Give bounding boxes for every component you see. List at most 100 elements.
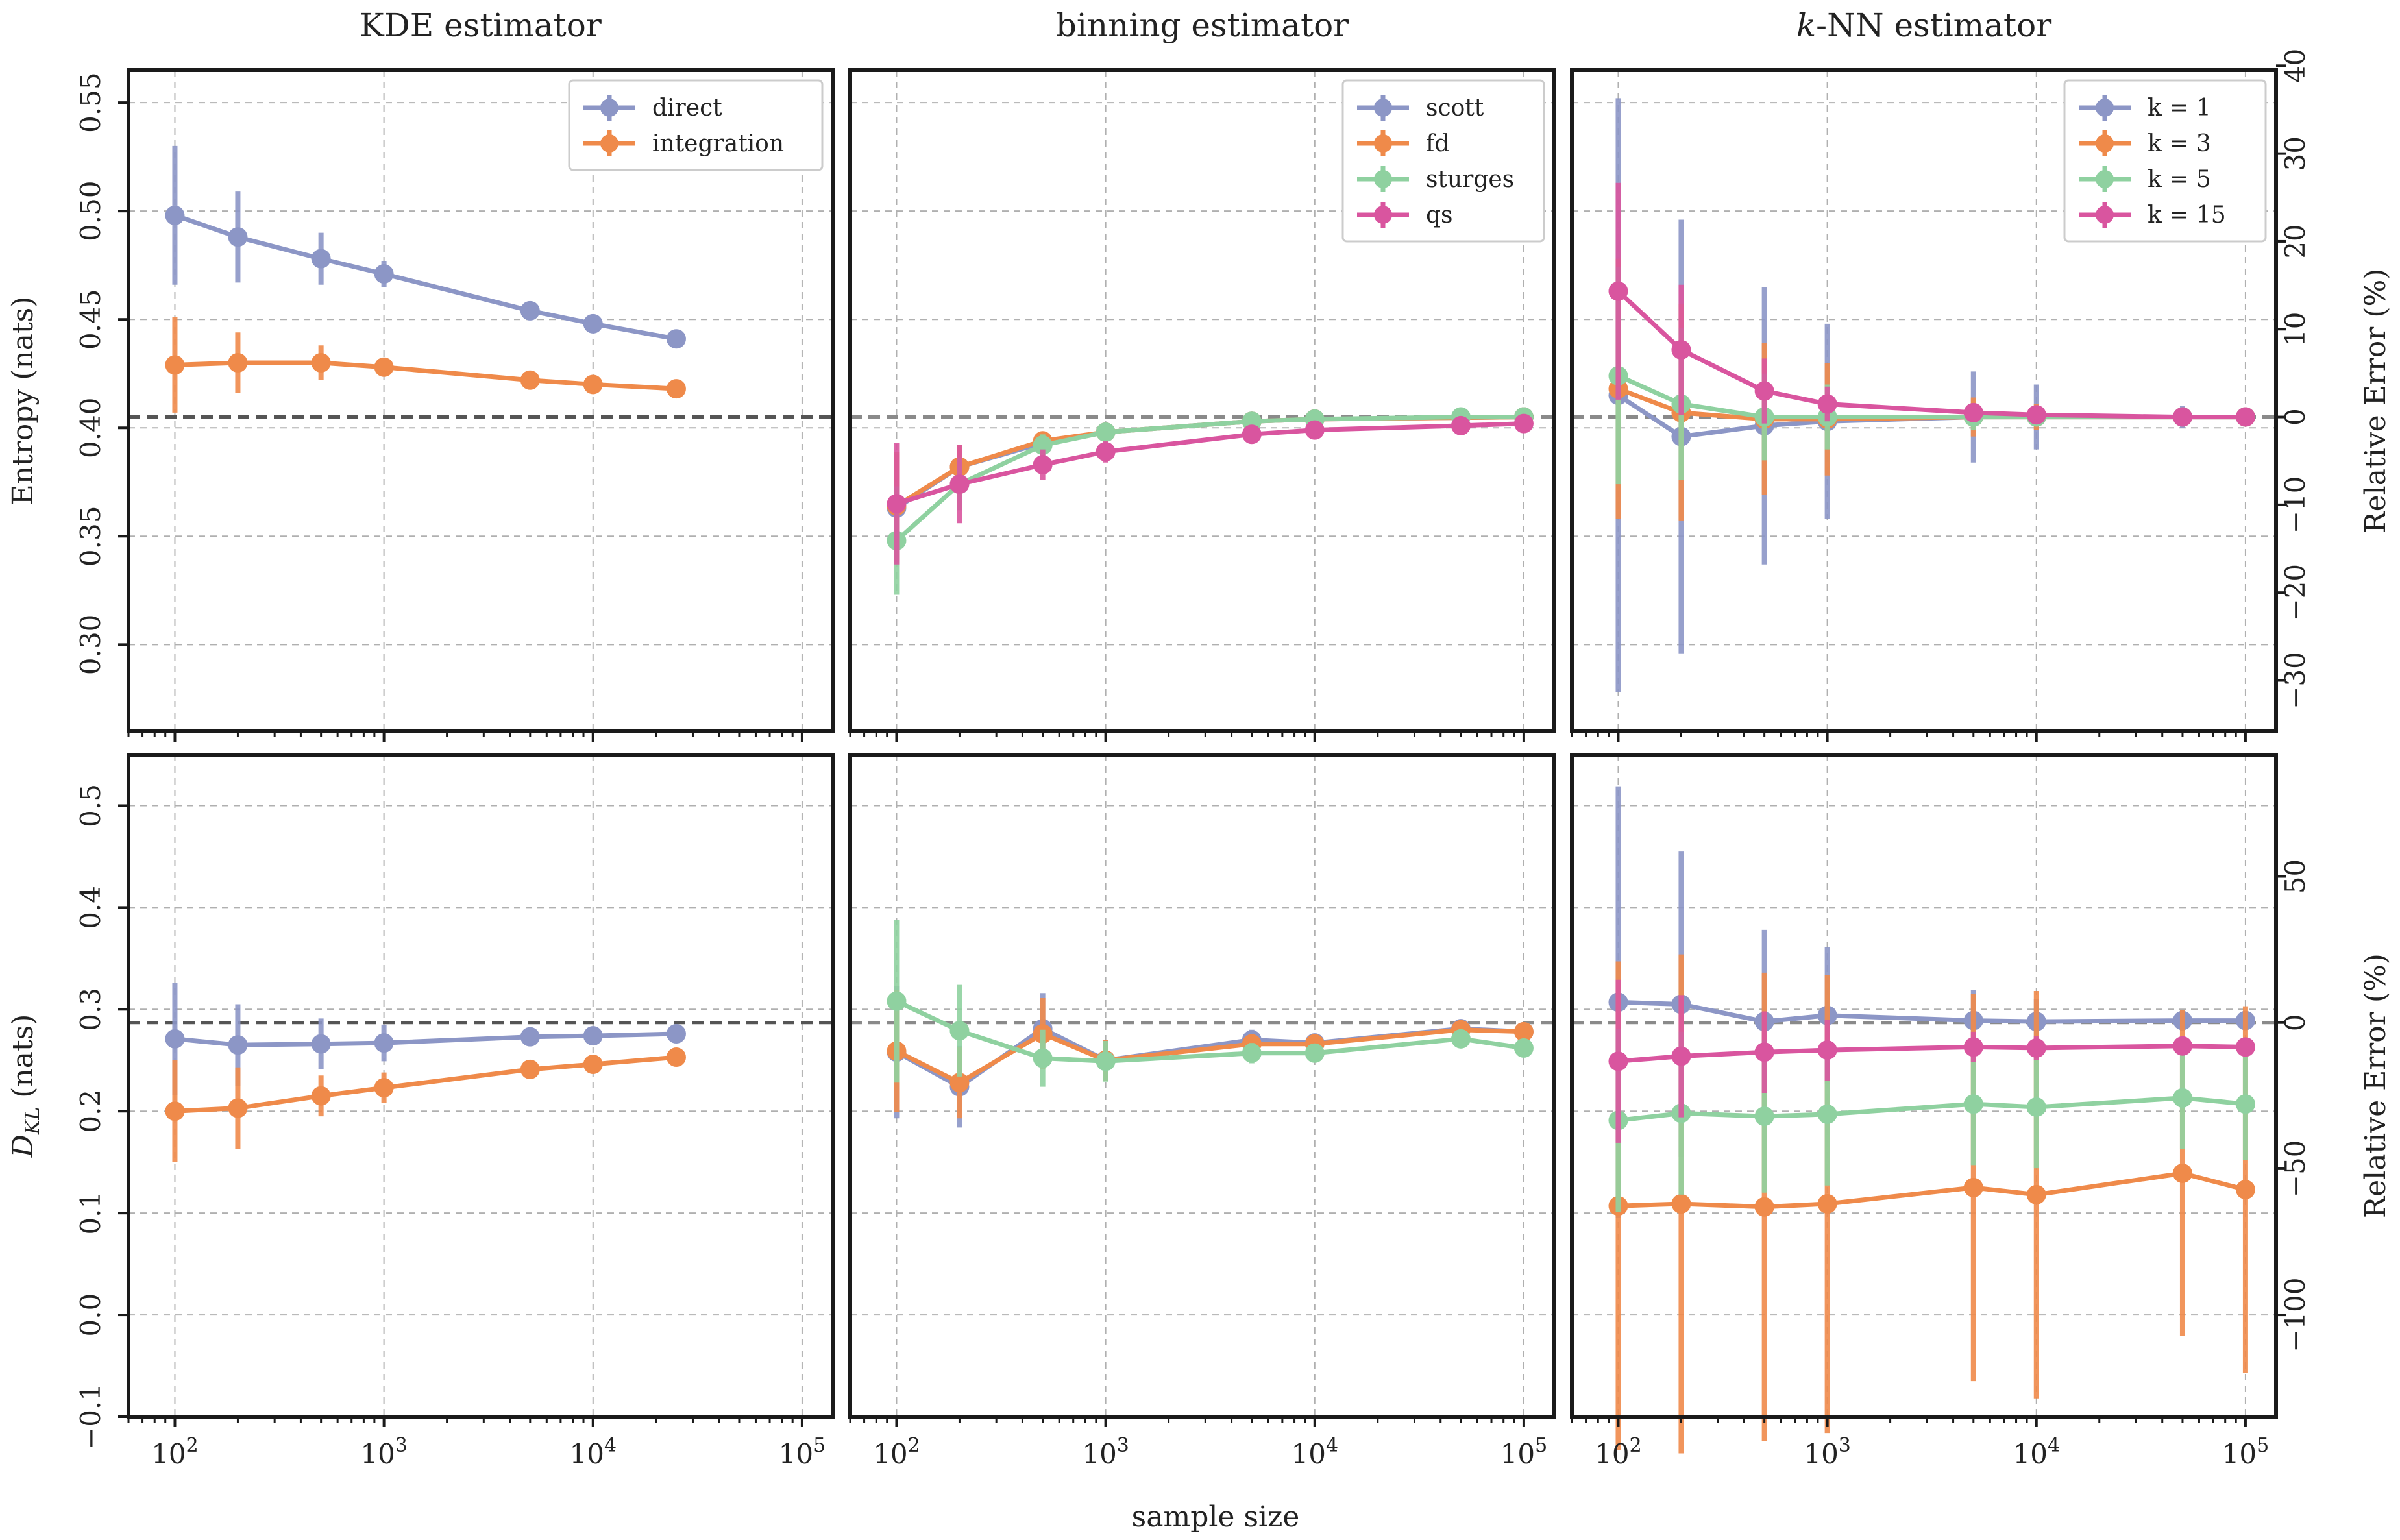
y2-tick-label: 20 [2279, 224, 2311, 258]
y2-tick-label: 50 [2279, 859, 2311, 894]
y-tick-label: 0.0 [75, 1293, 106, 1337]
series-line [895, 415, 1524, 508]
data-point [1817, 1194, 1837, 1214]
y-ticks: −0.1 0.0 0.1 0.2 0.3 0.4 0.5 [75, 784, 129, 1450]
legend-swatch-marker [600, 134, 618, 153]
axes-frame [1570, 68, 2278, 733]
x-tick-label: 104 [1291, 1434, 1338, 1470]
legend-swatch-marker [2096, 206, 2114, 224]
legend-swatch-marker [1374, 134, 1392, 153]
x-ticks [127, 731, 803, 742]
data-point [1817, 394, 1837, 414]
series-line [895, 415, 1524, 543]
data-point [1304, 420, 1325, 440]
data-point [2235, 1094, 2255, 1114]
data-point [1608, 1051, 1628, 1071]
data-point [583, 1026, 603, 1046]
data-point [1754, 1197, 1774, 1217]
axes-frame [127, 68, 835, 733]
y2-tick-label: 30 [2279, 136, 2311, 171]
y-tick-label: 0.50 [75, 180, 106, 241]
data-point [666, 379, 686, 399]
series-line [1618, 1171, 2246, 1210]
legend-box [1341, 79, 1545, 243]
data-point [1963, 1094, 1983, 1114]
data-point [1513, 413, 1534, 434]
grid [1572, 755, 2276, 1417]
data-point [165, 1029, 185, 1049]
xlabel: sample size [1132, 1500, 1300, 1534]
data-point [2172, 1036, 2192, 1056]
series-line [1618, 1044, 2246, 1064]
data-point [2235, 407, 2255, 427]
data-point [228, 227, 248, 247]
series-sturges [887, 407, 1534, 595]
data-point [311, 353, 331, 373]
data-point [2235, 1037, 2255, 1057]
legend-label: qs [1426, 202, 1453, 228]
data-point [165, 355, 185, 375]
x-tick-label: 102 [873, 1434, 920, 1470]
data-point [1096, 422, 1116, 442]
y2-tick-label: 40 [2279, 49, 2311, 83]
data-point [228, 1035, 248, 1055]
data-point [228, 353, 248, 373]
data-point [1671, 1194, 1691, 1214]
data-point [1754, 1106, 1774, 1127]
axes-frame [127, 753, 835, 1419]
data-point [2026, 405, 2046, 425]
x-tick-label: 102 [1595, 1434, 1642, 1470]
y2-tick-label: −20 [2279, 564, 2311, 622]
data-point [949, 1073, 970, 1093]
legend: direct integration [568, 79, 824, 171]
y2-tick-label: −30 [2279, 652, 2311, 709]
data-point [666, 1023, 686, 1044]
series-fd [887, 407, 1534, 561]
series-line [896, 421, 1524, 506]
legend-label: scott [1426, 95, 1484, 121]
y2-tick-label: 10 [2279, 312, 2311, 347]
x-tick-label: 104 [569, 1434, 617, 1470]
series-line [1618, 999, 2246, 1024]
data-point [2026, 1184, 2046, 1204]
series-k5 [1608, 267, 2255, 485]
data-point [1513, 1038, 1534, 1058]
data-point [1754, 381, 1774, 401]
x-tick-label: 103 [360, 1434, 408, 1470]
x-tick-label: 105 [779, 1434, 826, 1470]
data-point [165, 205, 185, 225]
data-point [1513, 1021, 1534, 1042]
series-k15 [1608, 979, 2255, 1143]
y2-tick-label: 0 [2279, 408, 2311, 426]
data-point [1671, 1046, 1691, 1066]
x-ticks [849, 731, 1525, 742]
data-point [583, 1055, 603, 1075]
y-ticks: 0.30 0.35 0.40 0.45 0.50 0.55 [75, 72, 129, 675]
x-ticks: 102 103 104 105 [127, 1417, 826, 1470]
y2-tick-label: −10 [2279, 476, 2311, 534]
series-k1 [1608, 786, 2255, 1218]
legend-box [2063, 79, 2267, 243]
legend-swatch-marker [1374, 206, 1392, 224]
legend-label: integration [652, 130, 784, 157]
series-line [895, 415, 1524, 510]
y2-ticks: −30 −20 −10 0 10 20 30 40 [2276, 49, 2311, 709]
series-qs [887, 413, 1534, 565]
data-point [1033, 435, 1053, 455]
legend-label: k = 1 [2148, 95, 2211, 121]
grid [129, 755, 833, 1417]
legend-label: sturges [1426, 166, 1514, 193]
data-point [311, 1086, 331, 1106]
data-point [1242, 1043, 1262, 1063]
data-point [1033, 1048, 1053, 1068]
series-k3 [1608, 954, 2255, 1454]
data-point [666, 1047, 686, 1068]
data-point [1754, 1042, 1774, 1062]
x-tick-label: 105 [2222, 1434, 2270, 1470]
y2-ticks: −100 −50 0 50 [2276, 859, 2311, 1352]
legend-label: k = 15 [2148, 202, 2226, 228]
data-point [1671, 339, 1691, 360]
data-point [887, 494, 907, 514]
x-tick-label: 105 [1500, 1434, 1548, 1470]
data-point [1963, 1177, 1983, 1197]
